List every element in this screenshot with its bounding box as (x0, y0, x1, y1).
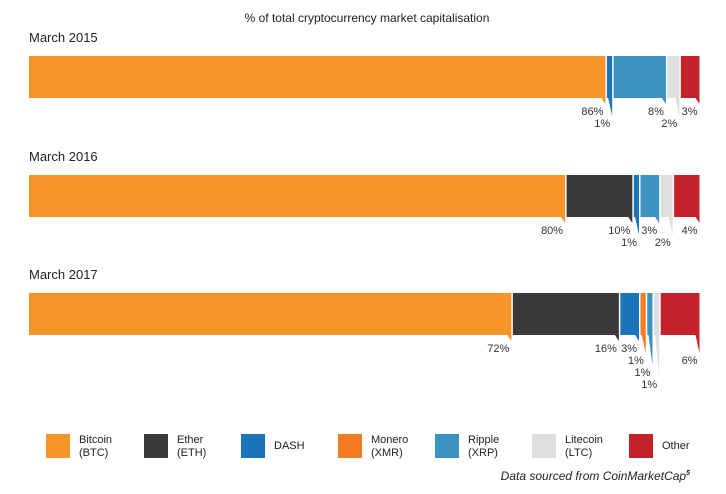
value-pointer-ripple-march-2017 (648, 335, 653, 365)
value-pointer-ripple-march-2016 (655, 217, 660, 223)
legend-label-litecoin: Litecoin (565, 434, 603, 446)
bar-segment-bitcoin-march-2015 (29, 56, 606, 98)
legend-label-dash: DASH (274, 440, 305, 452)
row-label-march-2016: March 2016 (29, 149, 98, 164)
data-source-footnote: 5 (686, 470, 690, 477)
value-pointer-ripple-march-2015 (661, 98, 666, 104)
value-label-ether-march-2016: 10% (608, 225, 630, 237)
value-pointer-bitcoin-march-2016 (561, 217, 566, 223)
value-pointer-bitcoin-march-2017 (507, 335, 512, 341)
legend-label-ether: Ether (177, 434, 204, 446)
bar-segment-dash-march-2015 (606, 56, 613, 98)
value-label-ripple-march-2017: 1% (635, 367, 651, 379)
value-pointer-dash-march-2016 (635, 217, 640, 235)
value-pointer-litecoin-march-2016 (668, 217, 673, 235)
legend-swatch-litecoin (532, 434, 556, 458)
chart-legend: Bitcoin (BTC) Ether (ETH) DASH Monero (X… (0, 430, 726, 464)
legend-sublabel-litecoin: (LTC) (565, 447, 593, 459)
legend-sublabel-monero: (XMR) (371, 447, 403, 459)
legend-swatch-dash (241, 434, 265, 458)
value-label-ripple-march-2016: 3% (641, 225, 657, 237)
bar-segment-other-march-2017 (660, 293, 700, 335)
data-source-note: Data sourced from CoinMarketCap5 (501, 469, 690, 483)
legend-label-bitcoin: Bitcoin (79, 434, 113, 446)
value-label-dash-march-2016: 1% (621, 237, 637, 249)
legend-swatch-ether (144, 434, 168, 458)
bar-segment-other-march-2015 (680, 56, 700, 98)
bar-row-march-2015: March 2015 86%1% 8%2% 3% (29, 30, 700, 130)
value-label-ether-march-2017: 16% (595, 343, 617, 355)
legend-label-ripple: Ripple (468, 434, 500, 446)
value-pointer-monero-march-2017 (641, 335, 646, 353)
bar-segment-ripple-march-2016 (640, 175, 660, 217)
value-label-ripple-march-2015: 8% (648, 106, 664, 118)
value-label-other-march-2015: 3% (682, 106, 698, 118)
legend-swatch-ripple (435, 434, 459, 458)
chart-title: % of total cryptocurrency market capital… (245, 11, 490, 25)
legend-sublabel-ripple: (XRP) (468, 447, 498, 459)
legend-label-other: Other (662, 440, 690, 452)
bar-segment-ether-march-2016 (566, 175, 633, 217)
value-label-other-march-2016: 4% (682, 225, 698, 237)
value-pointer-litecoin-march-2015 (675, 98, 680, 116)
legend-sublabel-bitcoin: (BTC) (79, 447, 109, 459)
bar-segment-litecoin-march-2016 (660, 175, 673, 217)
bar-segment-ripple-march-2015 (613, 56, 666, 98)
value-pointer-ether-march-2017 (614, 335, 619, 341)
data-source-text: Data sourced from CoinMarketCap (500, 469, 687, 483)
bar-segment-bitcoin-march-2016 (29, 175, 566, 217)
value-pointer-dash-march-2017 (635, 335, 640, 341)
value-label-bitcoin-march-2016: 80% (541, 225, 563, 237)
value-label-bitcoin-march-2015: 86% (581, 106, 603, 118)
bar-row-march-2016: March 2016 80% 10%1% 3%2% 4% (29, 149, 700, 249)
value-label-litecoin-march-2016: 2% (655, 237, 671, 249)
bar-segment-dash-march-2016 (633, 175, 640, 217)
value-pointer-other-march-2017 (695, 335, 700, 353)
value-label-other-march-2017: 6% (682, 355, 698, 367)
value-pointer-other-march-2015 (695, 98, 700, 104)
legend-swatch-bitcoin (46, 434, 70, 458)
legend-label-monero: Monero (371, 434, 409, 446)
value-label-litecoin-march-2017: 1% (641, 379, 657, 391)
bar-segment-litecoin-march-2017 (653, 293, 660, 335)
value-pointer-ether-march-2016 (628, 217, 633, 223)
legend-swatch-other (629, 434, 653, 458)
value-label-dash-march-2015: 1% (594, 118, 610, 130)
bar-segment-ripple-march-2017 (647, 293, 653, 335)
bar-segment-litecoin-march-2015 (667, 56, 680, 98)
legend-sublabel-ether: (ETH) (177, 447, 207, 459)
bar-segment-bitcoin-march-2017 (29, 293, 512, 335)
value-label-dash-march-2017: 3% (621, 343, 637, 355)
bar-segment-monero-march-2017 (640, 293, 646, 335)
legend-swatch-monero (338, 434, 362, 458)
market-cap-chart: % of total cryptocurrency market capital… (29, 11, 700, 391)
row-label-march-2017: March 2017 (29, 267, 98, 282)
bar-segment-other-march-2016 (674, 175, 700, 217)
value-label-litecoin-march-2015: 2% (661, 118, 677, 130)
value-pointer-other-march-2016 (695, 217, 700, 223)
value-pointer-litecoin-march-2017 (655, 335, 660, 377)
value-label-bitcoin-march-2017: 72% (487, 343, 509, 355)
value-pointer-dash-march-2015 (608, 98, 613, 116)
value-pointer-bitcoin-march-2015 (601, 98, 606, 104)
row-label-march-2015: March 2015 (29, 30, 98, 45)
value-label-monero-march-2017: 1% (628, 355, 644, 367)
bar-segment-ether-march-2017 (512, 293, 619, 335)
bar-segment-dash-march-2017 (620, 293, 640, 335)
